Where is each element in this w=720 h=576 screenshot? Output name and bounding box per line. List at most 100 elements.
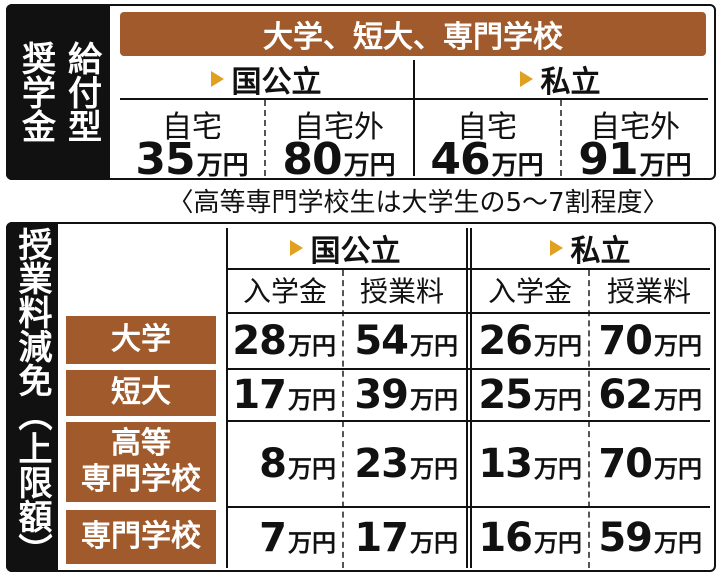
scholarship-sub-label: 自宅 [162, 110, 222, 145]
divider [560, 100, 562, 176]
amount-value: 62 [598, 372, 653, 418]
tuition-cell: 8万円 [228, 422, 342, 506]
tuition-row-label-university: 大学 [66, 316, 216, 364]
amount-unit: 万円 [639, 151, 692, 181]
triangle-bullet-icon [519, 71, 533, 87]
triangle-bullet-icon [210, 71, 224, 87]
amount-unit: 万円 [654, 455, 702, 483]
tuition-group-public-label: 国公立 [310, 234, 401, 269]
triangle-bullet-icon [289, 240, 303, 256]
tuition-row-label-technical-college: 高等 専門学校 [66, 422, 216, 502]
scholarship-amount: 46万円 [414, 134, 560, 185]
amount-value: 46 [430, 134, 490, 185]
divider [226, 228, 228, 568]
amount-value: 8 [259, 441, 287, 487]
divider [413, 60, 415, 176]
amount-unit: 万円 [654, 332, 702, 360]
amount-value: 59 [598, 515, 653, 561]
amount-unit: 万円 [654, 529, 702, 557]
amount-value: 23 [354, 441, 409, 487]
tuition-cell: 39万円 [344, 370, 464, 420]
amount-value: 80 [282, 134, 342, 185]
amount-value: 17 [354, 515, 409, 561]
amount-unit: 万円 [410, 455, 458, 483]
divider [226, 268, 710, 270]
scholarship-note: 〈高等専門学校生は大学生の5～7割程度〉 [167, 188, 669, 218]
amount-unit: 万円 [534, 386, 582, 414]
tuition-column-header: 入学金 [487, 275, 572, 308]
tuition-cell: 62万円 [590, 370, 708, 420]
amount-unit: 万円 [288, 332, 336, 360]
divider [470, 228, 472, 568]
amount-unit: 万円 [410, 332, 458, 360]
row-label-text: 短大 [111, 375, 171, 410]
scholarship-group-private-label: 私立 [540, 65, 601, 100]
scholarship-group-private: 私立 [414, 60, 706, 100]
scholarship-amount: 80万円 [266, 134, 412, 185]
scholarship-side-title: 給付型 奨学金 [6, 4, 110, 180]
divider [226, 368, 710, 370]
tuition-cell: 70万円 [590, 314, 708, 368]
scholarship-amount: 91万円 [562, 134, 708, 185]
tuition-cell: 26万円 [472, 314, 588, 368]
scholarship-group-public-label: 国公立 [231, 65, 322, 100]
amount-value: 70 [598, 441, 653, 487]
row-label-text: 専門学校 [81, 519, 201, 554]
scholarship-amount: 35万円 [120, 134, 264, 185]
tuition-cell: 25万円 [472, 370, 588, 420]
tuition-group-private-label: 私立 [570, 234, 631, 269]
row-label-text: 専門学校 [81, 462, 201, 497]
tuition-cell: 28万円 [228, 314, 342, 368]
scholarship-side-title-line1: 給付型 [61, 41, 102, 143]
amount-value: 70 [598, 318, 653, 364]
tuition-row-label-junior-college: 短大 [66, 370, 216, 416]
divider [342, 270, 344, 568]
scholarship-group-public: 国公立 [120, 60, 412, 100]
amount-unit: 万円 [534, 332, 582, 360]
amount-unit: 万円 [343, 151, 396, 181]
divider [466, 228, 468, 568]
tuition-cell: 13万円 [472, 422, 588, 506]
tuition-column-header: 授業料 [606, 275, 691, 308]
amount-value: 16 [478, 515, 533, 561]
amount-value: 25 [478, 372, 533, 418]
tuition-cell: 17万円 [228, 370, 342, 420]
amount-value: 28 [232, 318, 287, 364]
divider [226, 506, 710, 508]
amount-unit: 万円 [534, 529, 582, 557]
tuition-column-header: 授業料 [359, 275, 444, 308]
amount-value: 35 [135, 134, 195, 185]
amount-value: 54 [354, 318, 409, 364]
tuition-cell: 59万円 [590, 508, 708, 568]
tuition-column-header: 入学金 [242, 275, 327, 308]
scholarship-sub-label: 自宅外 [590, 110, 680, 145]
amount-unit: 万円 [491, 151, 544, 181]
row-label-text: 高等 [111, 426, 171, 461]
amount-unit: 万円 [288, 386, 336, 414]
tuition-group-public: 国公立 [228, 228, 462, 269]
triangle-bullet-icon [549, 240, 563, 256]
divider [226, 312, 710, 314]
divider [264, 100, 266, 176]
tuition-group-private: 私立 [472, 228, 708, 269]
amount-unit: 万円 [654, 386, 702, 414]
amount-unit: 万円 [410, 529, 458, 557]
tuition-side-title: 授業料減免（上限額） [6, 222, 58, 572]
amount-unit: 万円 [288, 529, 336, 557]
tuition-cell: 70万円 [590, 422, 708, 506]
scholarship-header: 大学、短大、専門学校 [120, 12, 706, 56]
scholarship-side-title-line2: 奨学金 [15, 41, 56, 143]
amount-unit: 万円 [410, 386, 458, 414]
tuition-cell: 54万円 [344, 314, 464, 368]
scholarship-sub-label: 自宅外 [294, 110, 384, 145]
amount-value: 26 [478, 318, 533, 364]
divider [588, 270, 590, 568]
tuition-cell: 16万円 [472, 508, 588, 568]
scholarship-sub-label: 自宅 [457, 110, 517, 145]
divider [226, 420, 710, 422]
amount-value: 39 [354, 372, 409, 418]
amount-value: 17 [232, 372, 287, 418]
amount-unit: 万円 [196, 151, 249, 181]
amount-value: 7 [259, 515, 287, 561]
amount-value: 91 [578, 134, 638, 185]
